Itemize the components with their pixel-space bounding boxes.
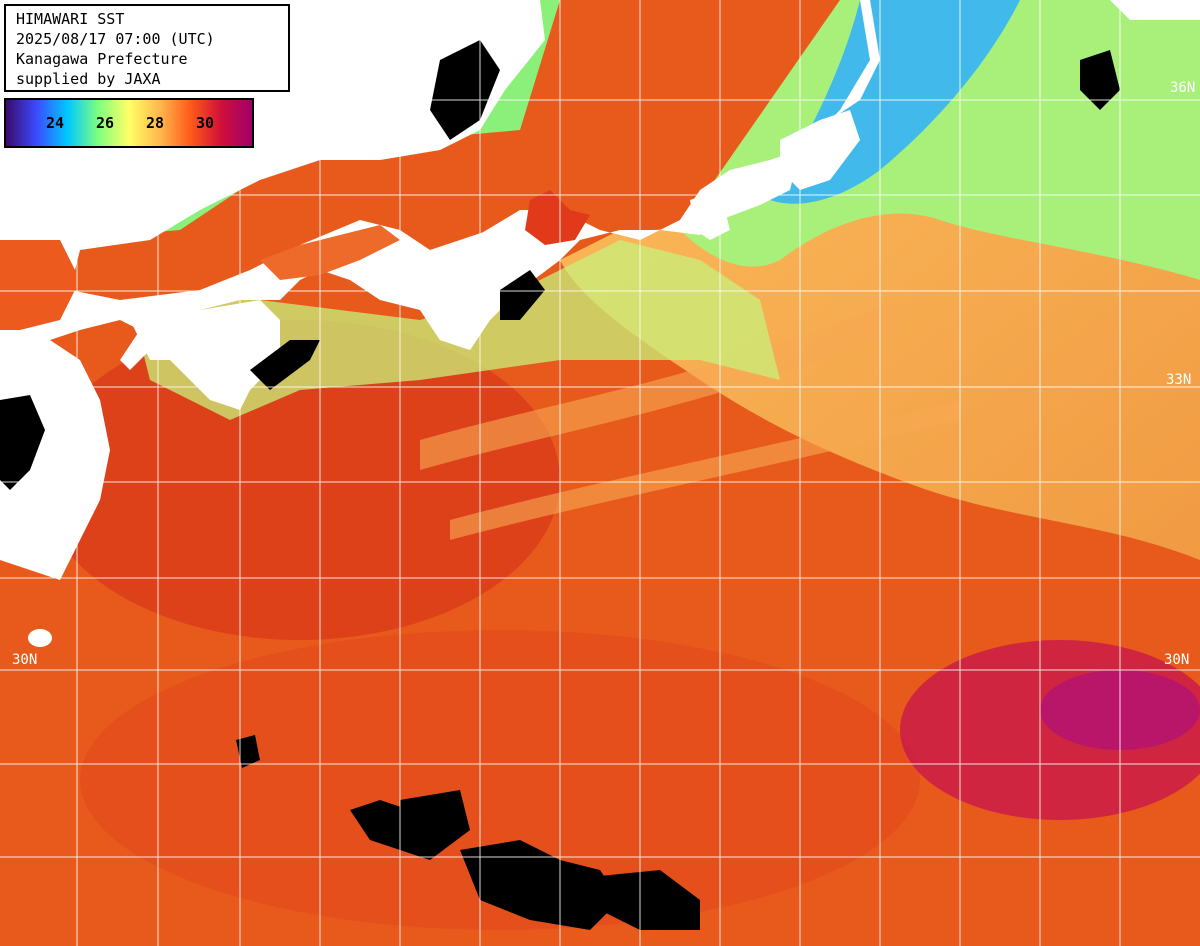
warm-bay-ise [525,190,590,245]
cloud-honshu-coast [500,270,545,320]
cloud-north-1 [430,40,500,140]
cool-streaks [420,300,960,540]
lat-label-30n-left: 30N [12,652,38,668]
warm-sea-west [0,240,80,330]
land-kii [410,210,560,350]
info-panel: HIMAWARI SST 2025/08/17 07:00 (UTC) Kana… [4,4,290,92]
lat-label-33n-right: 33N [1166,372,1192,388]
land-tanegashima [28,629,52,647]
lat-label-33n-left: 33N [12,372,38,388]
cloud-south-2 [400,790,470,860]
corner-box-icon [1124,2,1136,12]
lat-label-30n-right: 30N [1164,652,1190,668]
cloud-west-small [236,735,260,768]
cloud-shikoku-south [250,340,320,390]
land-shikoku [130,300,280,410]
legend-tick-24: 24 [46,114,65,132]
warm-inland-sea [260,225,400,280]
data-credit: supplied by JAXA [16,70,161,88]
legend-tick-26: 26 [96,114,115,132]
cloud-kyushu [0,395,45,490]
lat-label-36n-right: 36N [1170,80,1196,96]
cloud-north-2 [1080,50,1120,110]
temperature-colorbar: 24 26 28 30 [4,98,254,148]
observation-time: 2025/08/17 07:00 (UTC) [16,30,215,48]
legend-tick-28: 28 [146,114,165,132]
cloud-south-4 [560,870,700,930]
legend-tick-30: 30 [196,114,215,132]
coastal-green-northeast [680,0,1200,280]
cloud-south-3 [460,840,620,930]
warm-zone-south [80,630,920,930]
warm-zone-west [40,320,560,640]
provider-region: Kanagawa Prefecture [16,50,188,68]
product-title: HIMAWARI SST [16,10,125,28]
